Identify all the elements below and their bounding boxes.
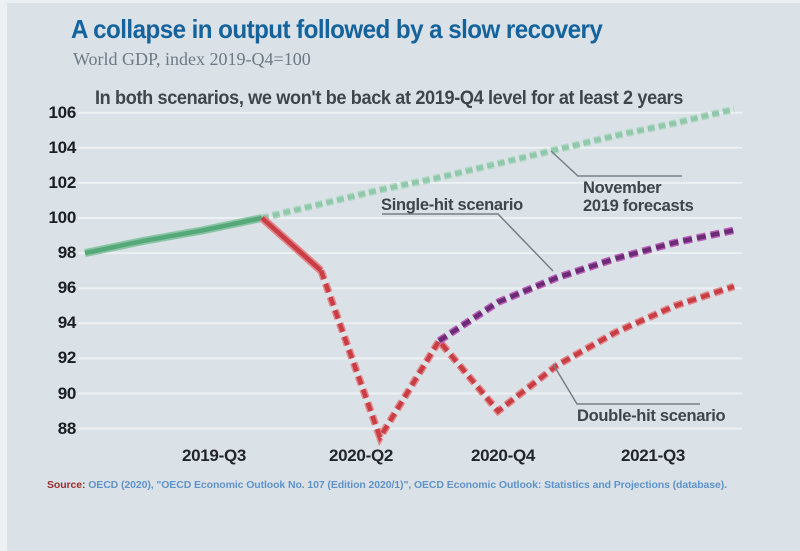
historical-output-line xyxy=(84,215,263,256)
source-citation: Source: OECD (2020), "OECD Economic Outl… xyxy=(47,479,727,491)
double-hit-scenario-dashed xyxy=(318,269,735,443)
double-hit-leader-line xyxy=(552,363,700,405)
x-tick-label-2020-Q4: 2020-Q4 xyxy=(470,446,536,465)
y-tick-label-98: 98 xyxy=(57,243,77,263)
x-tick-label-2019-Q3: 2019-Q3 xyxy=(181,446,247,465)
single-hit-leader-line xyxy=(382,213,554,272)
y-tick-label-104: 104 xyxy=(48,137,77,157)
y-tick-label-90: 90 xyxy=(57,383,77,403)
y-tick-label-100: 100 xyxy=(48,208,77,227)
november-forecasts-leader-line xyxy=(550,150,682,177)
chart-subtitle: World GDP, index 2019-Q4=100 xyxy=(73,49,311,69)
november-2019-forecasts-label: November 2019 forecasts xyxy=(583,179,694,216)
y-tick-label-106: 106 xyxy=(48,102,77,122)
y-tick-label-88: 88 xyxy=(57,418,77,438)
double-hit-scenario-label: Double-hit scenario xyxy=(577,407,726,425)
y-tick-label-92: 92 xyxy=(57,348,77,368)
november-2019-forecasts-line xyxy=(261,107,735,221)
x-tick-label-2021-Q3: 2021-Q3 xyxy=(620,446,686,465)
chart-annotation: In both scenarios, we won't be back at 2… xyxy=(95,87,683,109)
single-hit-scenario-line xyxy=(437,228,735,343)
y-tick-label-94: 94 xyxy=(57,313,77,333)
x-tick-label-2020-Q2: 2020-Q2 xyxy=(328,446,394,465)
single-hit-scenario-label: Single-hit scenario xyxy=(381,196,523,214)
chart-title: A collapse in output followed by a slow … xyxy=(71,14,603,44)
y-tick-label-96: 96 xyxy=(57,278,77,298)
double-hit-scenario-solid xyxy=(260,216,323,273)
single-hit-scenario-line-edge xyxy=(436,226,735,345)
source-prefix-label: Source: xyxy=(47,479,86,491)
source-text: OECD (2020), "OECD Economic Outlook No. … xyxy=(85,479,727,491)
y-tick-label-102: 102 xyxy=(48,172,77,192)
